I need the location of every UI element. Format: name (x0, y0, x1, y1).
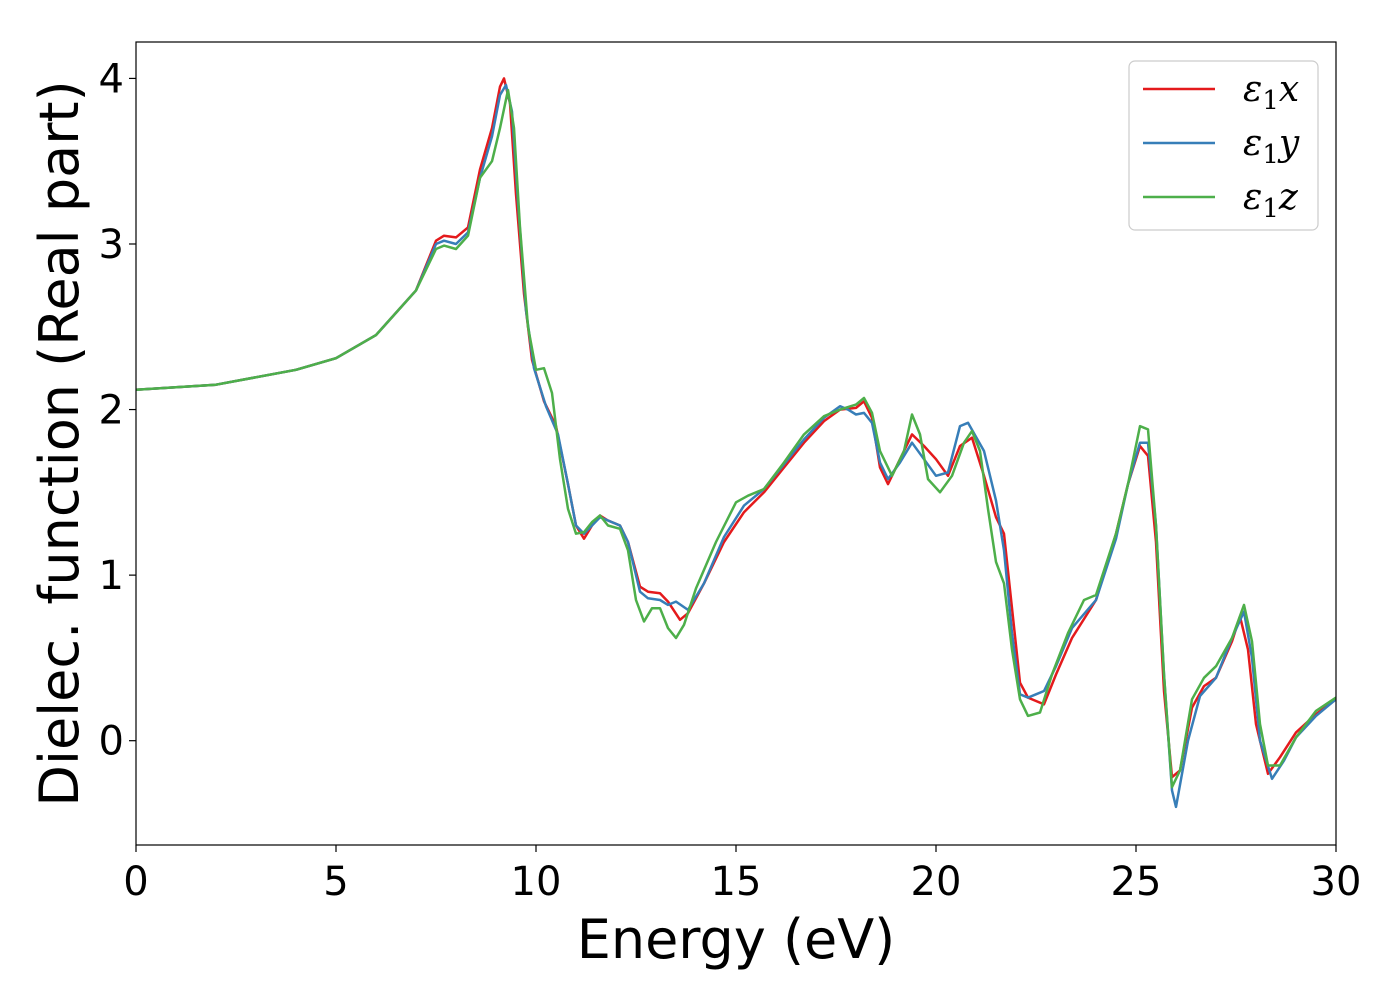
y-axis: 0 1 2 3 4 (99, 56, 136, 765)
legend: ε1x ε1y ε1z (1128, 60, 1319, 231)
x-tick-label: 5 (323, 859, 348, 905)
legend-box (1128, 60, 1319, 231)
x-axis: 0 5 10 15 20 25 30 (123, 845, 1361, 905)
y-axis-title: Dielec. function (Real part) (28, 80, 91, 806)
y-tick-label: 1 (99, 553, 124, 599)
y-tick-label: 2 (99, 388, 124, 434)
y-tick-label: 3 (99, 222, 124, 268)
series-layer (136, 77, 1336, 809)
x-axis-title: Energy (eV) (577, 908, 896, 971)
x-tick-label: 25 (1111, 859, 1162, 905)
series-line-z (136, 88, 1336, 789)
y-tick-label: 4 (99, 56, 124, 102)
y-tick-label: 0 (99, 719, 124, 765)
x-tick-label: 10 (511, 859, 562, 905)
legend-label-z: ε1z (1243, 177, 1299, 224)
legend-label-y: ε1y (1243, 123, 1300, 170)
x-tick-label: 30 (1311, 859, 1362, 905)
legend-label-x: ε1x (1243, 69, 1299, 116)
x-tick-label: 20 (911, 859, 962, 905)
x-tick-label: 0 (123, 859, 148, 905)
x-tick-label: 15 (711, 859, 762, 905)
